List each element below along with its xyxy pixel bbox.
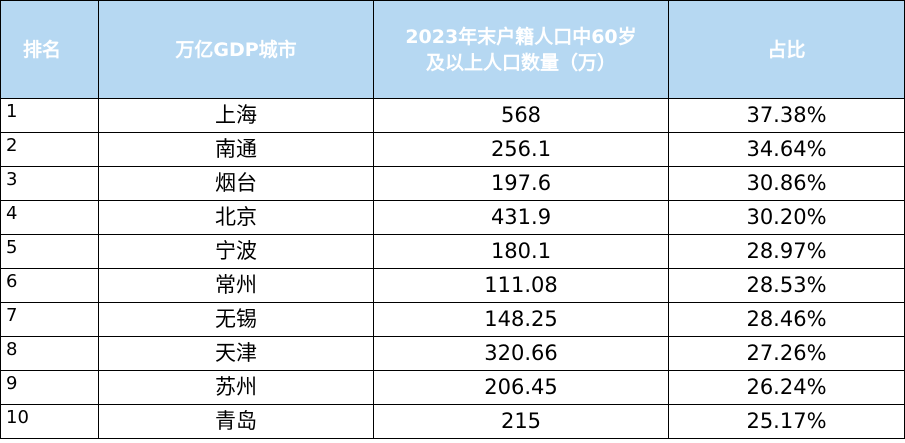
cell-share: 28.46% [668, 302, 905, 337]
cell-rank: 1 [0, 98, 99, 133]
header-rank: 排名 [0, 0, 99, 99]
cell-elderly-population: 197.6 [373, 166, 669, 201]
table-row: 7 无锡 148.25 28.46% [0, 302, 905, 337]
cell-city: 北京 [98, 200, 374, 235]
cell-elderly-population: 256.1 [373, 132, 669, 167]
cell-elderly-population: 180.1 [373, 234, 669, 269]
cell-city: 宁波 [98, 234, 374, 269]
cell-share: 30.86% [668, 166, 905, 201]
header-elderly-population-line1: 2023年末户籍人口中60岁 [405, 25, 637, 48]
table-row: 8 天津 320.66 27.26% [0, 336, 905, 371]
cell-rank: 3 [0, 166, 99, 201]
cell-rank: 4 [0, 200, 99, 235]
table-body: 1 上海 568 37.38% 2 南通 256.1 34.64% 3 烟台 197.6 30.86%… [0, 98, 905, 439]
table-row: 5 宁波 180.1 28.97% [0, 234, 905, 269]
cell-city: 无锡 [98, 302, 374, 337]
cell-city: 天津 [98, 336, 374, 371]
cell-share: 27.26% [668, 336, 905, 371]
table-row: 2 南通 256.1 34.64% [0, 132, 905, 167]
header-share: 占比 [668, 0, 905, 99]
cell-share: 28.53% [668, 268, 905, 303]
table-row: 6 常州 111.08 28.53% [0, 268, 905, 303]
cell-share: 26.24% [668, 370, 905, 405]
cell-elderly-population: 568 [373, 98, 669, 133]
cell-city: 南通 [98, 132, 374, 167]
table-header: 排名 万亿GDP城市 2023年末户籍人口中60岁 及以上人口数量（万） 占比 [0, 0, 905, 99]
cell-rank: 7 [0, 302, 99, 337]
cell-rank: 5 [0, 234, 99, 269]
cell-city: 烟台 [98, 166, 374, 201]
cell-city: 苏州 [98, 370, 374, 405]
cell-share: 28.97% [668, 234, 905, 269]
cell-elderly-population: 206.45 [373, 370, 669, 405]
cell-share: 37.38% [668, 98, 905, 133]
table-row: 10 青岛 215 25.17% [0, 404, 905, 439]
cell-rank: 8 [0, 336, 99, 371]
table-row: 3 烟台 197.6 30.86% [0, 166, 905, 201]
cell-elderly-population: 215 [373, 404, 669, 439]
cell-share: 25.17% [668, 404, 905, 439]
cell-elderly-population: 148.25 [373, 302, 669, 337]
header-city: 万亿GDP城市 [98, 0, 374, 99]
cell-elderly-population: 320.66 [373, 336, 669, 371]
cell-share: 30.20% [668, 200, 905, 235]
cell-elderly-population: 431.9 [373, 200, 669, 235]
header-row: 排名 万亿GDP城市 2023年末户籍人口中60岁 及以上人口数量（万） 占比 [0, 0, 905, 99]
cell-city: 常州 [98, 268, 374, 303]
cell-rank: 6 [0, 268, 99, 303]
header-elderly-population: 2023年末户籍人口中60岁 及以上人口数量（万） [373, 0, 669, 99]
cell-rank: 10 [0, 404, 99, 439]
cell-city: 青岛 [98, 404, 374, 439]
cell-share: 34.64% [668, 132, 905, 167]
cell-elderly-population: 111.08 [373, 268, 669, 303]
table-row: 4 北京 431.9 30.20% [0, 200, 905, 235]
table-row: 9 苏州 206.45 26.24% [0, 370, 905, 405]
cell-rank: 2 [0, 132, 99, 167]
header-elderly-population-line2: 及以上人口数量（万） [425, 51, 616, 74]
cell-city: 上海 [98, 98, 374, 133]
cell-rank: 9 [0, 370, 99, 405]
table-row: 1 上海 568 37.38% [0, 98, 905, 133]
